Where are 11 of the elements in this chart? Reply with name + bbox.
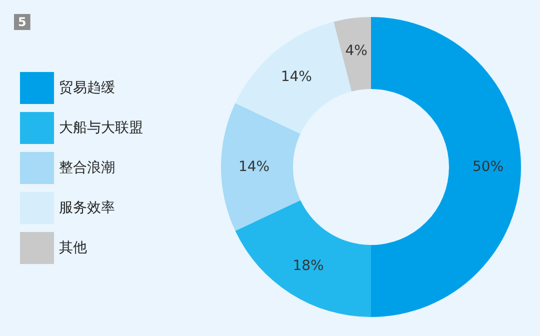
legend-label: 贸易趋缓 xyxy=(59,80,115,96)
data-label: 14% xyxy=(280,68,312,85)
legend-label: 大船与大联盟 xyxy=(59,120,143,136)
text: 5 xyxy=(18,15,26,29)
legend-label: 其他 xyxy=(59,240,87,256)
legend-label: 服务效率 xyxy=(59,200,115,216)
data-label: 50% xyxy=(472,159,504,175)
data-label: 14% xyxy=(238,159,270,175)
data-label: 4% xyxy=(345,42,368,59)
legend-label: 整合浪潮 xyxy=(59,160,115,176)
data-label: 18% xyxy=(292,258,324,274)
